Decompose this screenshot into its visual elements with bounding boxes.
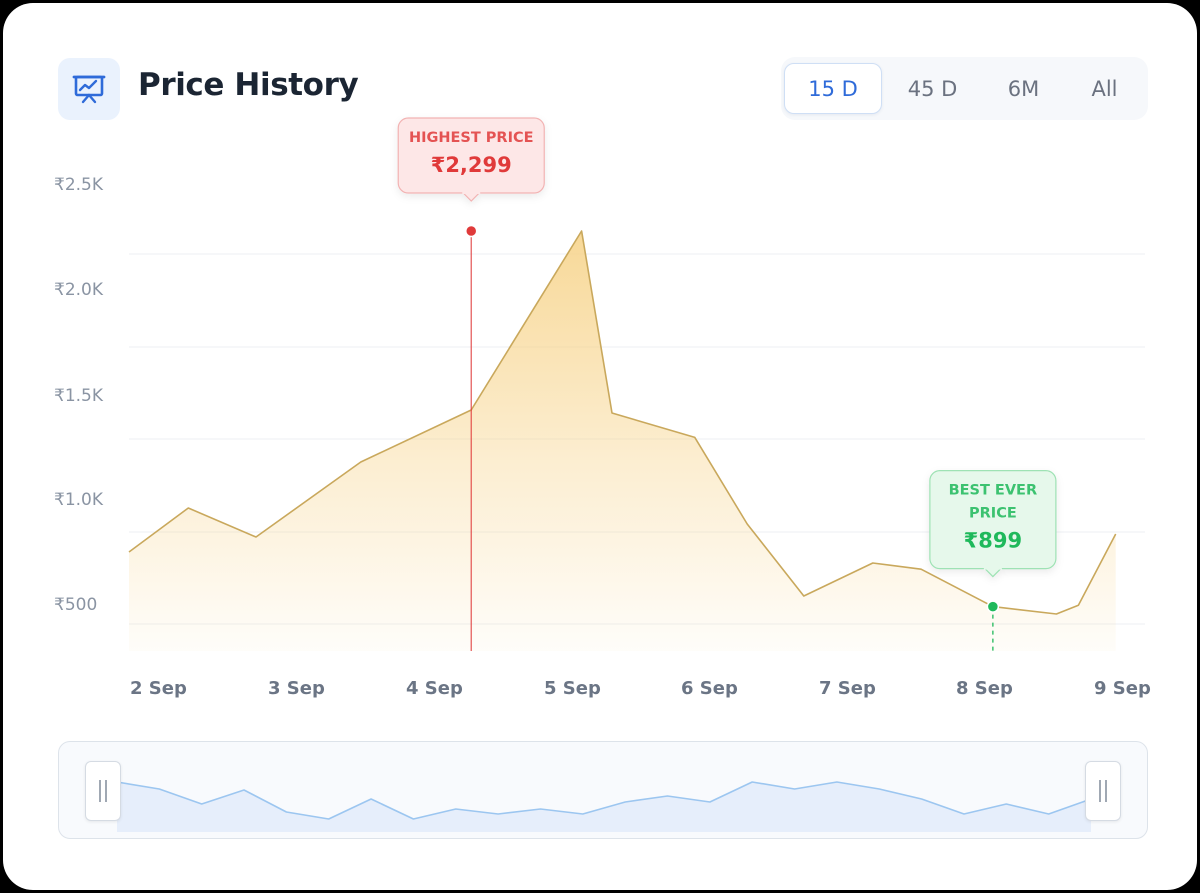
range-45d-button[interactable]: 45 D	[907, 76, 958, 101]
y-tick-label: ₹2.5K	[54, 175, 104, 195]
navigator-right-handle[interactable]	[1085, 761, 1121, 821]
range-all-button[interactable]: All	[1091, 76, 1118, 101]
navigator-area	[117, 782, 1091, 832]
y-tick-label: ₹1.0K	[54, 490, 104, 510]
x-tick-label: 9 Sep	[1094, 678, 1151, 699]
range-15d-button[interactable]: 15 D	[784, 63, 882, 114]
navigator-left-handle[interactable]	[85, 761, 121, 821]
y-tick-label: ₹2.0K	[54, 280, 104, 300]
price-line	[128, 230, 1117, 615]
x-tick-label: 4 Sep	[406, 678, 463, 699]
high-price-marker	[464, 224, 478, 238]
high-price-tooltip	[397, 117, 545, 202]
low-price-tooltip	[929, 470, 1057, 578]
price-chart: ₹2.5K ₹2.0K ₹1.5K ₹1.0K ₹500 2 Sep 3 Sep 4 Sep 5…	[54, 117, 1151, 699]
low-price-marker	[986, 600, 1000, 613]
low-price-label: BEST EVER	[949, 483, 1038, 499]
price-history-card: Price History 15 D 45 D 6M All ₹2.5K ₹2.0…	[3, 3, 1197, 890]
presentation-chart-icon	[58, 58, 120, 120]
x-tick-label: 7 Sep	[819, 678, 876, 699]
price-area	[129, 231, 1116, 651]
low-price-label: PRICE	[969, 506, 1017, 522]
y-tick-label: ₹500	[54, 595, 97, 615]
high-price-label: HIGHEST PRICE	[409, 130, 534, 146]
navigator-line	[116, 781, 1092, 820]
x-tick-label: 6 Sep	[681, 678, 738, 699]
range-selector: 15 D 45 D 6M All	[781, 57, 1148, 120]
navigator-sparkline	[116, 781, 1092, 832]
x-tick-label: 8 Sep	[956, 678, 1013, 699]
x-tick-label: 3 Sep	[268, 678, 325, 699]
x-tick-label: 2 Sep	[130, 678, 187, 699]
high-price-value: ₹2,299	[431, 153, 512, 177]
y-tick-label: ₹1.5K	[54, 386, 104, 406]
range-navigator[interactable]	[58, 741, 1148, 839]
page-title: Price History	[138, 67, 359, 103]
low-price-value: ₹899	[964, 529, 1022, 553]
range-6m-button[interactable]: 6M	[1007, 76, 1040, 101]
x-tick-label: 5 Sep	[544, 678, 601, 699]
